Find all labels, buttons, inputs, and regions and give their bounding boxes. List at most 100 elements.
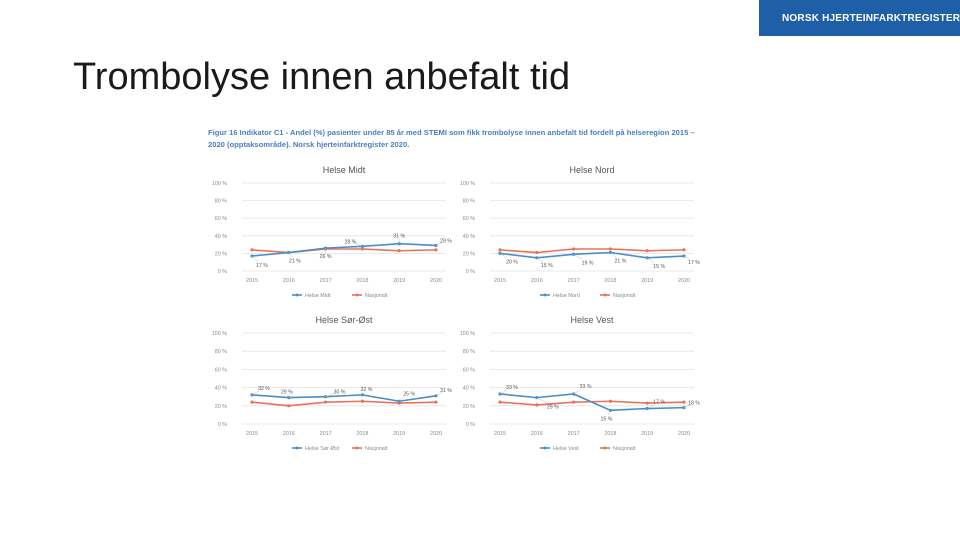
x-tick-label: 2019: [393, 431, 405, 437]
region-point: [324, 246, 328, 250]
y-tick-label: 0 %: [218, 422, 227, 428]
national-point: [535, 403, 539, 407]
y-tick-label: 0 %: [466, 422, 475, 428]
region-point: [572, 252, 576, 256]
data-label: 15 %: [600, 416, 612, 422]
y-tick-label: 100 %: [460, 331, 475, 337]
data-label: 29 %: [547, 405, 559, 411]
data-label-leader: [573, 254, 583, 260]
national-point: [287, 404, 291, 408]
y-tick-label: 60 %: [463, 216, 475, 222]
national-point: [682, 248, 686, 252]
chart-helse-vest-svg: Helse Vest 0 % 20 % 40 % 60 % 80 % 100 % 2015 20…: [460, 315, 701, 452]
legend-label-region: Helse Midt: [305, 293, 331, 299]
national-line: [251, 248, 437, 254]
data-label: 33 %: [506, 385, 518, 391]
national-point: [360, 399, 364, 403]
data-label-leader: [399, 396, 406, 402]
legend-label-region: Helse Sør-Øst: [305, 446, 340, 452]
legend-marker-national: [603, 446, 607, 450]
national-point: [434, 400, 438, 404]
y-tick-label: 0 %: [218, 269, 227, 275]
data-label-leader: [251, 390, 260, 396]
region-point: [608, 408, 612, 412]
data-label-leader: [610, 252, 617, 258]
region-point: [498, 251, 502, 255]
national-point: [608, 399, 612, 403]
y-tick-label: 40 %: [463, 234, 475, 240]
x-tick-label: 2018: [604, 278, 616, 284]
x-tick-label: 2016: [283, 431, 295, 437]
y-tick-label: 40 %: [463, 386, 475, 392]
national-point: [645, 249, 649, 253]
y-tick-label: 40 %: [215, 234, 227, 240]
data-label: 17 %: [256, 263, 268, 269]
y-tick-label: 80 %: [463, 199, 475, 205]
data-label: 28 %: [344, 239, 356, 245]
chart-helse-midt: Helse Midt 0 % 20 % 40 % 60 % 80 % 100 % 2015 20…: [208, 160, 460, 305]
y-tick-label: 20 %: [463, 251, 475, 257]
national-point: [434, 248, 438, 252]
chart-helse-nord-svg: Helse Nord 0 % 20 % 40 % 60 % 80 % 100 % 2015 20…: [460, 165, 701, 299]
national-point: [324, 400, 328, 404]
x-tick-label: 2020: [678, 278, 690, 284]
legend-label-national: Nasjonalt: [613, 446, 636, 452]
y-tick-label: 20 %: [463, 404, 475, 410]
x-tick-label: 2017: [320, 278, 332, 284]
chart-helse-nord: Helse Nord 0 % 20 % 40 % 60 % 80 % 100 % 2015 20…: [456, 160, 708, 305]
legend-label-national: Nasjonalt: [613, 293, 636, 299]
region-line: [499, 251, 685, 259]
data-label-leader: [536, 257, 543, 263]
national-point: [608, 247, 612, 251]
x-tick-label: 2020: [430, 431, 442, 437]
data-label: 19 %: [582, 260, 594, 266]
national-point: [498, 248, 502, 252]
x-tick-label: 2015: [494, 278, 506, 284]
data-label: 29 %: [281, 390, 293, 396]
data-label-leader: [647, 257, 655, 263]
legend-marker-region: [543, 446, 547, 450]
legend-label-national: Nasjonalt: [365, 293, 388, 299]
y-tick-label: 0 %: [466, 269, 475, 275]
y-tick-label: 100 %: [212, 331, 227, 337]
legend-marker-national: [355, 293, 359, 297]
data-label: 21 %: [614, 259, 626, 265]
national-line: [251, 400, 437, 407]
data-label: 17 %: [688, 260, 700, 266]
data-label-leader: [325, 393, 335, 397]
data-label: 17 %: [653, 400, 665, 406]
national-point: [645, 401, 649, 405]
national-point: [250, 400, 254, 404]
data-label-leader: [288, 252, 293, 258]
y-tick-label: 60 %: [215, 216, 227, 222]
x-tick-label: 2018: [356, 278, 368, 284]
region-point: [645, 406, 649, 411]
data-label: 20 %: [506, 259, 518, 265]
y-tick-label: 80 %: [215, 349, 227, 355]
x-tick-label: 2019: [393, 278, 405, 284]
y-tick-label: 20 %: [215, 251, 227, 257]
chart-title: Helse Sør-Øst: [315, 315, 373, 325]
region-line: [251, 394, 437, 403]
slide-title: Trombolyse innen anbefalt tid: [73, 56, 571, 98]
data-label-leader: [355, 243, 363, 247]
y-tick-label: 20 %: [215, 404, 227, 410]
chart-helse-sor-ost-svg: Helse Sør-Øst 0 % 20 % 40 % 60 % 80 % 100 % 201…: [212, 315, 453, 452]
x-tick-label: 2015: [246, 431, 258, 437]
data-label: 26 %: [320, 254, 332, 260]
data-label: 31 %: [393, 234, 405, 240]
data-label: 18 %: [688, 401, 700, 407]
data-label: 33 %: [580, 384, 592, 390]
national-point: [360, 247, 364, 251]
national-point: [682, 400, 686, 404]
data-label: 32 %: [360, 387, 372, 393]
data-label: 30 %: [334, 390, 346, 396]
data-label-leader: [435, 391, 443, 397]
data-label-leader: [499, 389, 508, 395]
chart-title: Helse Midt: [323, 165, 366, 175]
legend-marker-region: [295, 293, 299, 297]
legend-label-national: Nasjonalt: [365, 446, 388, 452]
x-tick-label: 2016: [531, 431, 543, 437]
data-label-leader: [573, 388, 581, 395]
data-label-leader: [536, 397, 547, 404]
